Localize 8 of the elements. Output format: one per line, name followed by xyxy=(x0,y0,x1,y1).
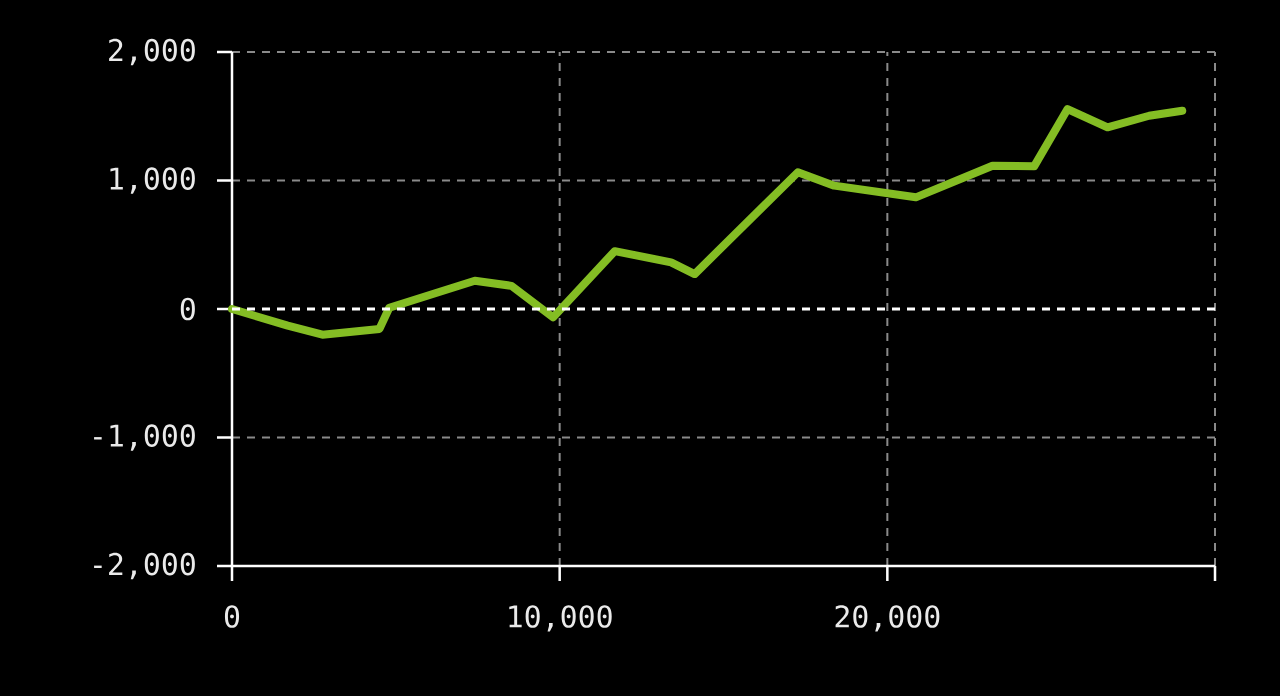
x-tick-label: 20,000 xyxy=(835,605,940,632)
y-tick-label: 0 xyxy=(180,297,195,321)
x-tick-label: 0 xyxy=(224,605,240,628)
y-tick-label: 2,000 xyxy=(109,38,195,66)
y-tick-label: 1,000 xyxy=(110,167,195,194)
x-tick-label: 10,000 xyxy=(509,605,612,632)
y-tick-label: -1,000 xyxy=(94,424,195,451)
y-tick-label: -2,000 xyxy=(94,552,195,580)
